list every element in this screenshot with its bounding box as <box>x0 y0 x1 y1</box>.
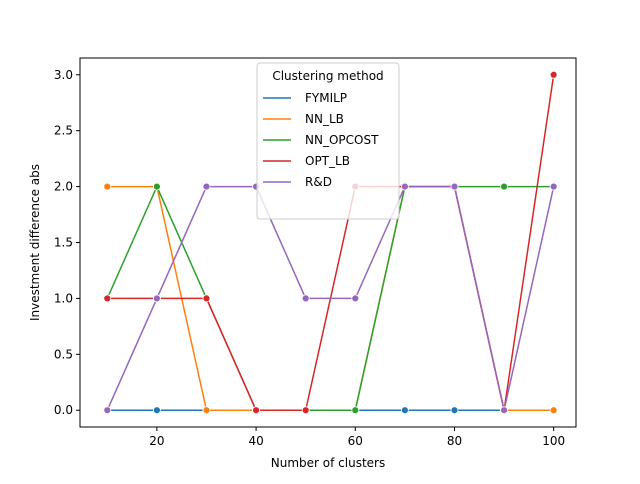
axis-ticks: 20 40 60 80 100 0.0 0.5 1.0 1.5 2.0 2.5 3.0 <box>54 68 565 448</box>
y-tick-label: 1.5 <box>54 236 73 250</box>
legend-entry-label: NN_OPCOST <box>305 133 379 147</box>
y-tick-label: 0.5 <box>54 347 73 361</box>
data-point <box>301 406 310 415</box>
y-axis-label: Investment difference abs <box>28 164 42 321</box>
legend-entry-label: FYMILP <box>305 91 347 105</box>
data-point <box>450 406 459 415</box>
y-tick-label: 0.0 <box>54 403 73 417</box>
data-point <box>500 182 508 191</box>
data-point <box>351 406 360 415</box>
x-axis-label: Number of clusters <box>271 456 385 470</box>
legend-entry-label: NN_LB <box>305 112 344 126</box>
series-line <box>106 185 555 411</box>
data-point <box>152 294 161 303</box>
data-point <box>549 406 558 415</box>
data-point <box>103 406 112 415</box>
legend-entry-label: OPT_LB <box>305 154 350 168</box>
x-tick-label: 20 <box>149 434 164 448</box>
legend-entry-label: R&D <box>305 175 332 189</box>
data-point <box>103 294 112 303</box>
data-point <box>152 406 161 415</box>
data-point <box>103 182 112 191</box>
data-point <box>500 406 508 415</box>
data-point <box>202 406 211 415</box>
data-point <box>549 182 558 191</box>
data-point <box>301 294 310 303</box>
x-tick-label: 60 <box>348 434 363 448</box>
data-point <box>202 294 211 303</box>
data-point <box>400 406 409 415</box>
y-tick-label: 2.0 <box>54 180 73 194</box>
y-tick-label: 1.0 <box>54 291 73 305</box>
y-tick-label: 3.0 <box>54 68 73 82</box>
data-point <box>202 182 211 191</box>
data-point <box>152 182 161 191</box>
data-point <box>450 182 459 191</box>
data-point <box>400 182 409 191</box>
y-tick-label: 2.5 <box>54 124 73 138</box>
legend-box <box>256 62 400 220</box>
legend-title: Clustering method <box>272 69 383 83</box>
x-tick-label: 100 <box>542 434 565 448</box>
data-point <box>252 406 260 415</box>
legend: Clustering method FYMILP NN_LB NN_OPCOST OP… <box>256 62 400 220</box>
data-point <box>549 70 558 79</box>
x-tick-label: 80 <box>447 434 462 448</box>
x-tick-label: 40 <box>248 434 263 448</box>
data-point <box>351 294 360 303</box>
